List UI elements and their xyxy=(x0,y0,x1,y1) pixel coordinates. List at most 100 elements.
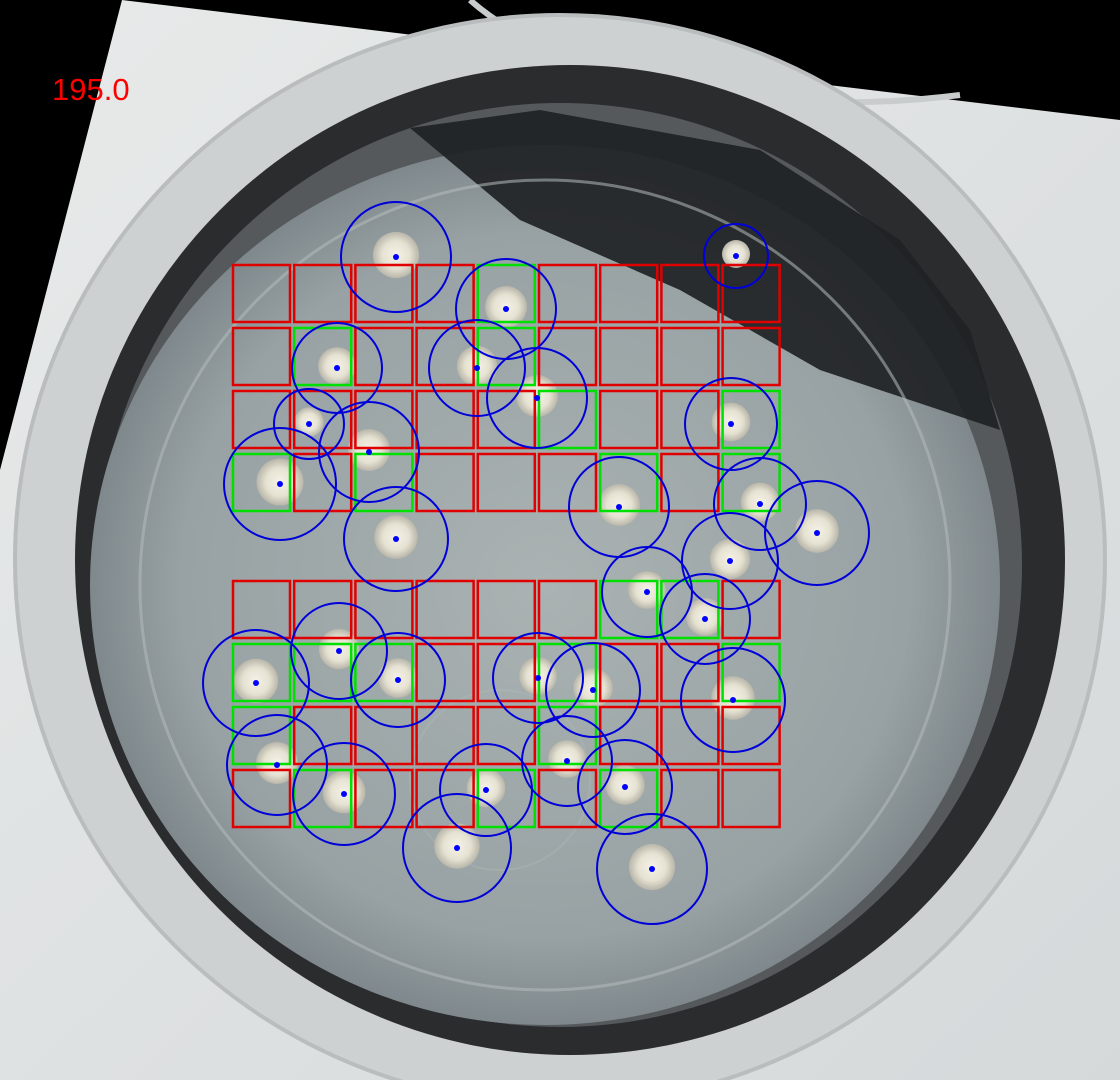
detection-center-20 xyxy=(535,675,541,681)
bottom-grid-cell-r0-c1 xyxy=(292,579,353,640)
detection-circle-16 xyxy=(659,573,751,665)
top-grid-cell-r1-c3 xyxy=(415,326,475,387)
detection-center-15 xyxy=(644,589,650,595)
top-grid-cell-r2-c8 xyxy=(721,389,781,450)
detection-circle-8 xyxy=(318,401,420,503)
detection-center-26 xyxy=(483,787,489,793)
bottom-grid-cell-r2-c4 xyxy=(476,705,537,766)
detection-center-12 xyxy=(814,530,820,536)
top-grid-cell-r1-c8 xyxy=(721,326,781,387)
top-grid-cell-r2-c2 xyxy=(354,389,414,450)
top-grid-cell-r2-c4 xyxy=(476,389,537,450)
detection-circle-0 xyxy=(340,201,452,313)
top-grid-cell-r2-c5 xyxy=(537,389,598,450)
bottom-grid-cell-r2-c0 xyxy=(231,705,292,766)
bottom-grid-cell-r2-c1 xyxy=(292,705,353,766)
bottom-grid-cell-r0-c4 xyxy=(476,579,537,640)
top-grid-cell-r3-c2 xyxy=(354,452,414,513)
detection-circle-26 xyxy=(439,743,533,837)
top-grid-cell-r0-c8 xyxy=(721,263,781,324)
detection-circle-22 xyxy=(680,647,786,753)
angle-readout: 195.0 xyxy=(52,72,130,107)
detection-circle-23 xyxy=(226,714,328,816)
top-grid-cell-r3-c1 xyxy=(292,452,353,513)
detection-center-28 xyxy=(454,845,460,851)
agar-surface xyxy=(90,145,1000,1025)
detection-center-18 xyxy=(253,680,259,686)
detection-center-0 xyxy=(393,254,399,260)
detection-circle-17 xyxy=(290,602,388,700)
bottom-grid-cell-r3-c5 xyxy=(537,768,598,829)
bottom-grid-cell-r0-c2 xyxy=(354,579,414,640)
detection-center-7 xyxy=(728,421,734,427)
bottom-grid-cell-r3-c8 xyxy=(721,768,781,829)
detection-center-13 xyxy=(393,536,399,542)
top-grid-cell-r1-c4 xyxy=(476,326,537,387)
agar-glare-ring xyxy=(409,689,591,871)
detection-center-27 xyxy=(622,784,628,790)
detection-center-25 xyxy=(341,791,347,797)
top-grid-cell-r1-c5 xyxy=(537,326,598,387)
bottom-grid-cell-r0-c0 xyxy=(231,579,292,640)
bottom-grid-cell-r1-c2 xyxy=(354,642,414,703)
detection-center-11 xyxy=(616,504,622,510)
detection-circle-12 xyxy=(764,480,870,586)
bottom-grid-cell-r0-c8 xyxy=(721,579,781,640)
bottom-grid-cell-r2-c8 xyxy=(721,705,781,766)
bottom-grid-cell-r1-c3 xyxy=(415,642,475,703)
bottom-grid-cell-r1-c4 xyxy=(476,642,537,703)
top-grid-cell-r1-c7 xyxy=(660,326,720,387)
detection-center-16 xyxy=(702,616,708,622)
detection-circle-9 xyxy=(223,427,337,541)
top-grid-cell-r0-c7 xyxy=(660,263,720,324)
bottom-grid-cell-r0-c3 xyxy=(415,579,475,640)
bottom-grid-cell-r1-c8 xyxy=(721,642,781,703)
grid-cells-layer xyxy=(231,263,781,829)
bottom-grid-cell-r2-c5 xyxy=(537,705,598,766)
detection-circle-13 xyxy=(343,486,449,592)
top-grid-cell-r2-c3 xyxy=(415,389,475,450)
detection-circle-1 xyxy=(703,223,769,289)
top-grid-cell-r0-c5 xyxy=(537,263,598,324)
top-grid-cell-r3-c6 xyxy=(598,452,659,513)
top-grid-cell-r3-c0 xyxy=(231,452,292,513)
bottom-grid-cell-r3-c1 xyxy=(292,768,353,829)
detection-center-1 xyxy=(733,253,739,259)
top-grid-cell-r3-c5 xyxy=(537,452,598,513)
top-grid-cell-r1-c2 xyxy=(354,326,414,387)
detection-center-21 xyxy=(590,687,596,693)
bottom-grid-cell-r3-c0 xyxy=(231,768,292,829)
detection-center-14 xyxy=(727,558,733,564)
detection-circle-29 xyxy=(596,813,708,925)
bottom-grid-cell-r1-c6 xyxy=(598,642,659,703)
detection-circle-7 xyxy=(684,377,778,471)
detection-center-2 xyxy=(503,306,509,312)
top-grid-cell-r1-c0 xyxy=(231,326,292,387)
detection-circle-18 xyxy=(202,629,310,737)
bottom-grid-cell-r2-c2 xyxy=(354,705,414,766)
detection-center-17 xyxy=(336,648,342,654)
detection-circle-14 xyxy=(681,512,779,610)
detection-center-24 xyxy=(564,758,570,764)
detection-circle-21 xyxy=(545,642,641,738)
bottom-grid-cell-r2-c7 xyxy=(660,705,720,766)
top-grid-cell-r0-c6 xyxy=(598,263,659,324)
detection-circles-layer xyxy=(202,201,870,925)
detection-center-22 xyxy=(730,697,736,703)
detection-center-19 xyxy=(395,677,401,683)
bottom-grid-cell-r1-c0 xyxy=(231,642,292,703)
detection-center-9 xyxy=(277,481,283,487)
detection-center-8 xyxy=(366,449,372,455)
bottom-grid-cell-r0-c5 xyxy=(537,579,598,640)
top-grid-cell-r3-c4 xyxy=(476,452,537,513)
bottom-grid-cell-r3-c7 xyxy=(660,768,720,829)
top-grid-cell-r0-c3 xyxy=(415,263,475,324)
bottom-grid-cell-r2-c3 xyxy=(415,705,475,766)
top-grid-cell-r2-c7 xyxy=(660,389,720,450)
bottom-grid-cell-r0-c6 xyxy=(598,579,659,640)
detection-circle-20 xyxy=(492,632,584,724)
top-grid-cell-r3-c3 xyxy=(415,452,475,513)
top-grid-cell-r0-c1 xyxy=(292,263,353,324)
